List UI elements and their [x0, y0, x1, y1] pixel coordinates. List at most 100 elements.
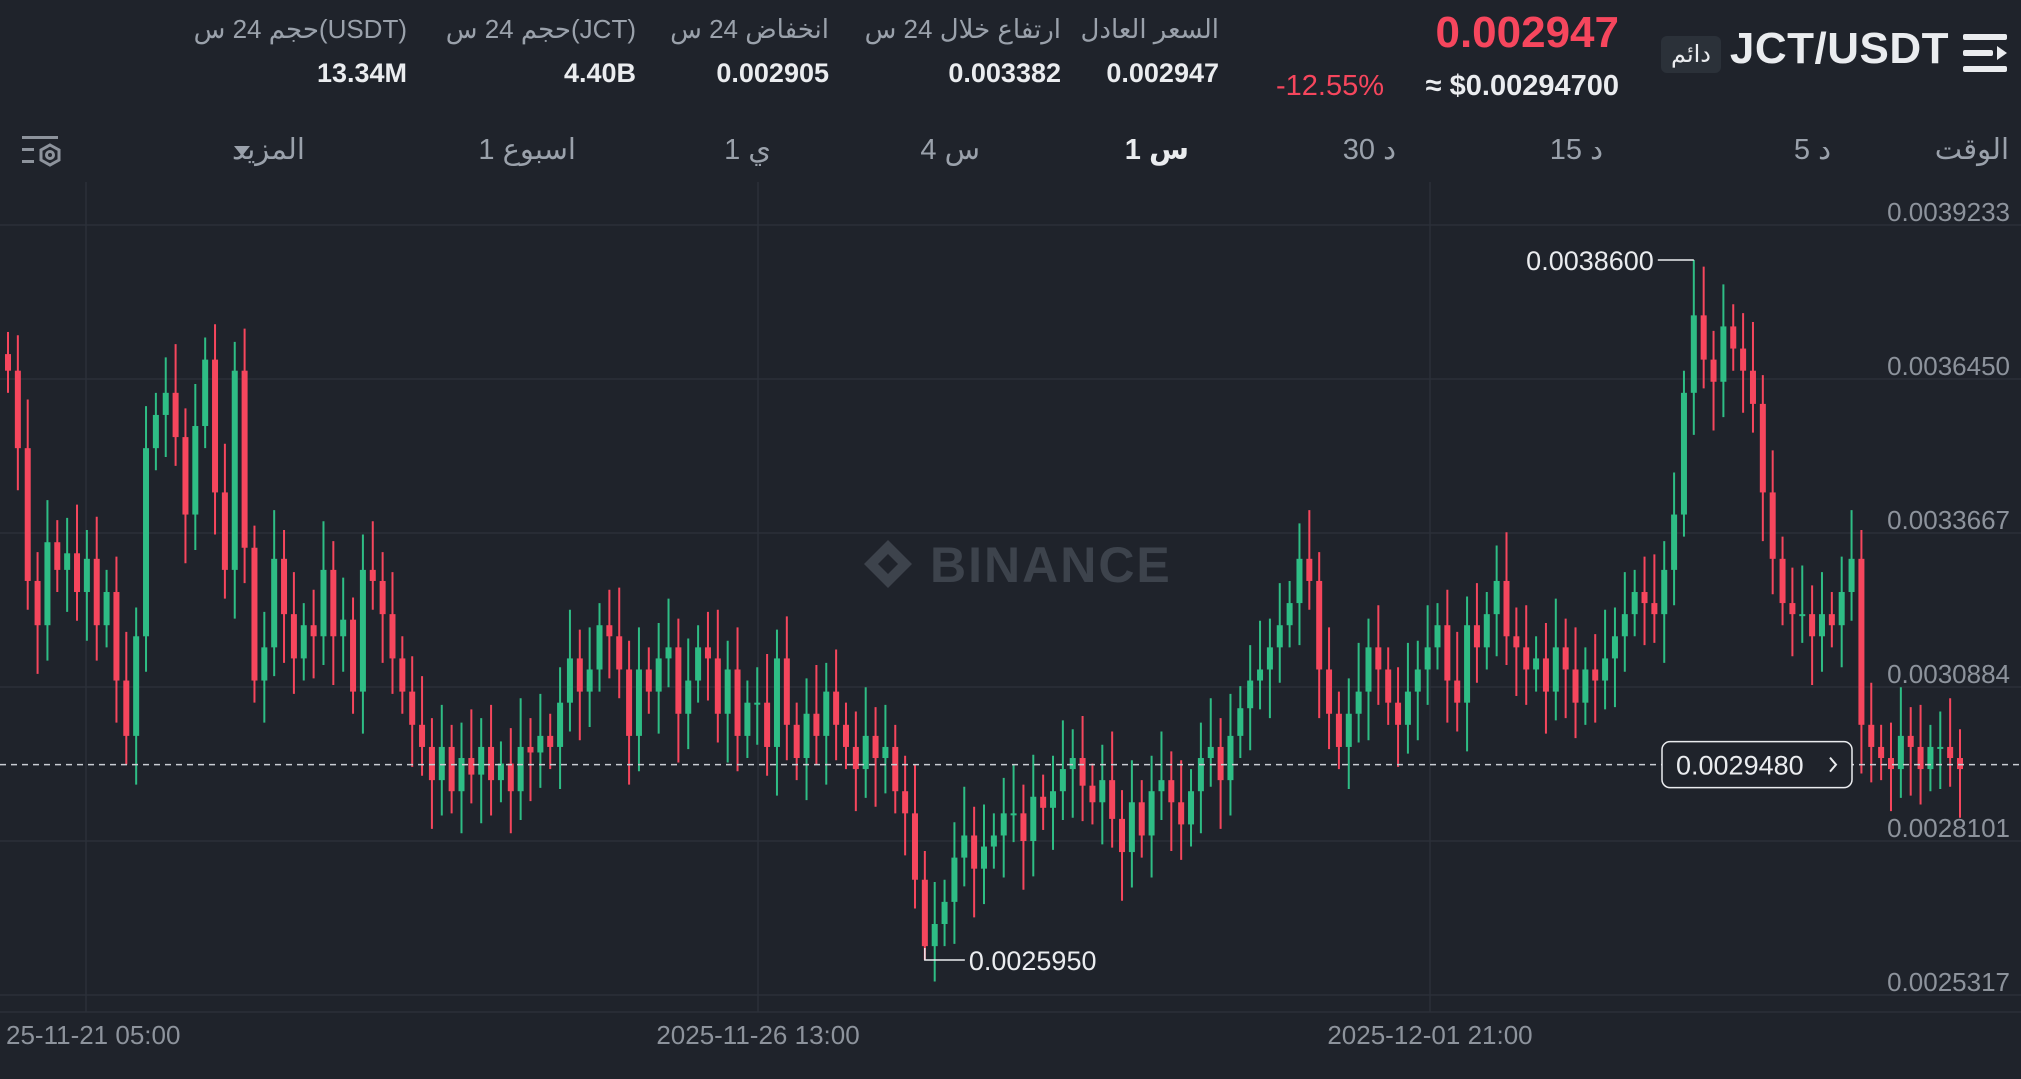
candle	[1030, 754, 1037, 877]
candle	[1109, 731, 1116, 848]
chart-settings-icon[interactable]	[20, 132, 64, 172]
candle	[566, 609, 573, 732]
tab-1h[interactable]: 1 س	[1124, 134, 1189, 166]
low-marker-line	[924, 947, 965, 961]
tab-time[interactable]: الوقت	[1934, 134, 2009, 166]
candle	[1809, 585, 1816, 685]
current-price-label: 0.0029480	[1676, 751, 1804, 781]
stat-24h-vol-jct-value: 4.40B	[563, 58, 636, 88]
candle	[44, 500, 51, 661]
candle	[1138, 780, 1145, 858]
candle	[1473, 583, 1480, 683]
candle	[1079, 715, 1086, 822]
candle	[300, 603, 307, 681]
candle	[103, 569, 110, 648]
candle	[1887, 722, 1894, 812]
candle	[1414, 640, 1421, 741]
candle	[1789, 567, 1796, 657]
tab-1d[interactable]: 1 ي	[724, 134, 771, 166]
candle	[754, 667, 761, 745]
candle	[113, 556, 120, 723]
watermark-text: BINANCE	[930, 537, 1172, 593]
candle	[1335, 691, 1342, 770]
price-axis: 0.0039233 0.0036450 0.0033667 0.0030884 0.00…	[1887, 197, 2010, 997]
candle	[714, 609, 721, 743]
candle	[655, 623, 662, 734]
candle	[1513, 607, 1520, 697]
change-percent: -12.55%	[1275, 70, 1384, 102]
candle	[941, 879, 948, 947]
binance-logo-icon	[864, 540, 912, 588]
candle	[1611, 607, 1618, 708]
candle	[64, 517, 71, 612]
candle	[616, 587, 623, 699]
candle	[1010, 764, 1017, 843]
current-price-pill[interactable]: 0.0029480	[1661, 740, 1853, 789]
candle	[872, 707, 879, 807]
candle	[350, 597, 357, 714]
time-tick-label: 2025-12-01 21:00	[1327, 1020, 1532, 1050]
tab-15m[interactable]: 15 د	[1549, 134, 1603, 166]
candle	[1148, 755, 1155, 878]
candle	[399, 636, 406, 714]
candle	[1316, 552, 1323, 719]
candle	[1828, 592, 1835, 648]
tab-5m[interactable]: 5 د	[1793, 134, 1831, 166]
candle	[133, 607, 140, 785]
candle	[1818, 572, 1825, 672]
candle	[172, 344, 179, 466]
candle	[1375, 605, 1382, 705]
price-chart[interactable]: BINANCE 0.00392330.00364500.00336670.003…	[0, 182, 2021, 1079]
candle	[1730, 304, 1737, 371]
candle	[428, 718, 435, 829]
candle	[773, 629, 780, 796]
candle	[783, 616, 790, 761]
candle	[635, 627, 642, 772]
stat-24h-vol-usdt-label: حجم 24 س(USDT)	[193, 14, 407, 44]
candle	[833, 649, 840, 761]
tab-1w[interactable]: 1 اسبوع	[478, 134, 576, 166]
candle	[1592, 634, 1599, 723]
candle	[537, 693, 544, 788]
stat-24h-low-label: انخفاض 24 س	[670, 14, 829, 44]
candle	[734, 627, 741, 772]
candle	[1582, 647, 1589, 725]
pair-title[interactable]: JCT/USDT	[1729, 24, 1949, 73]
candle	[1917, 704, 1924, 805]
candle	[596, 603, 603, 692]
candle	[1099, 744, 1106, 845]
candle	[1493, 545, 1500, 657]
candle	[468, 709, 475, 804]
candle	[1345, 678, 1352, 789]
candle	[1237, 686, 1244, 759]
candle	[1661, 541, 1668, 663]
candle	[152, 392, 159, 471]
candle	[882, 704, 889, 794]
candle	[1188, 769, 1195, 847]
candle	[1542, 623, 1549, 734]
price-tick-label: 0.0030884	[1887, 659, 2010, 689]
candle	[1838, 556, 1845, 668]
annotations: 0.0038600 0.0025950 0.0029480	[0, 246, 2021, 976]
candle	[1907, 707, 1914, 796]
price-tick-label: 0.0033667	[1887, 505, 2010, 535]
candle	[1454, 631, 1461, 732]
candle	[310, 589, 317, 679]
candle	[1444, 589, 1451, 723]
candle	[1533, 636, 1540, 692]
chart-grid	[0, 182, 2021, 1013]
candle	[902, 755, 909, 856]
candle	[5, 331, 11, 393]
menu-icon[interactable]	[1961, 30, 2013, 78]
candle	[1296, 523, 1303, 646]
candle	[320, 521, 327, 666]
candle	[409, 656, 416, 767]
tab-4h[interactable]: 4 س	[920, 134, 980, 166]
tab-30m[interactable]: 30 د	[1342, 134, 1396, 166]
price-tick-label: 0.0039233	[1887, 197, 2010, 227]
chevron-right-icon	[1829, 757, 1838, 773]
candle	[547, 713, 554, 770]
candle	[74, 504, 81, 621]
candle	[1740, 313, 1747, 413]
candle	[1434, 603, 1441, 670]
